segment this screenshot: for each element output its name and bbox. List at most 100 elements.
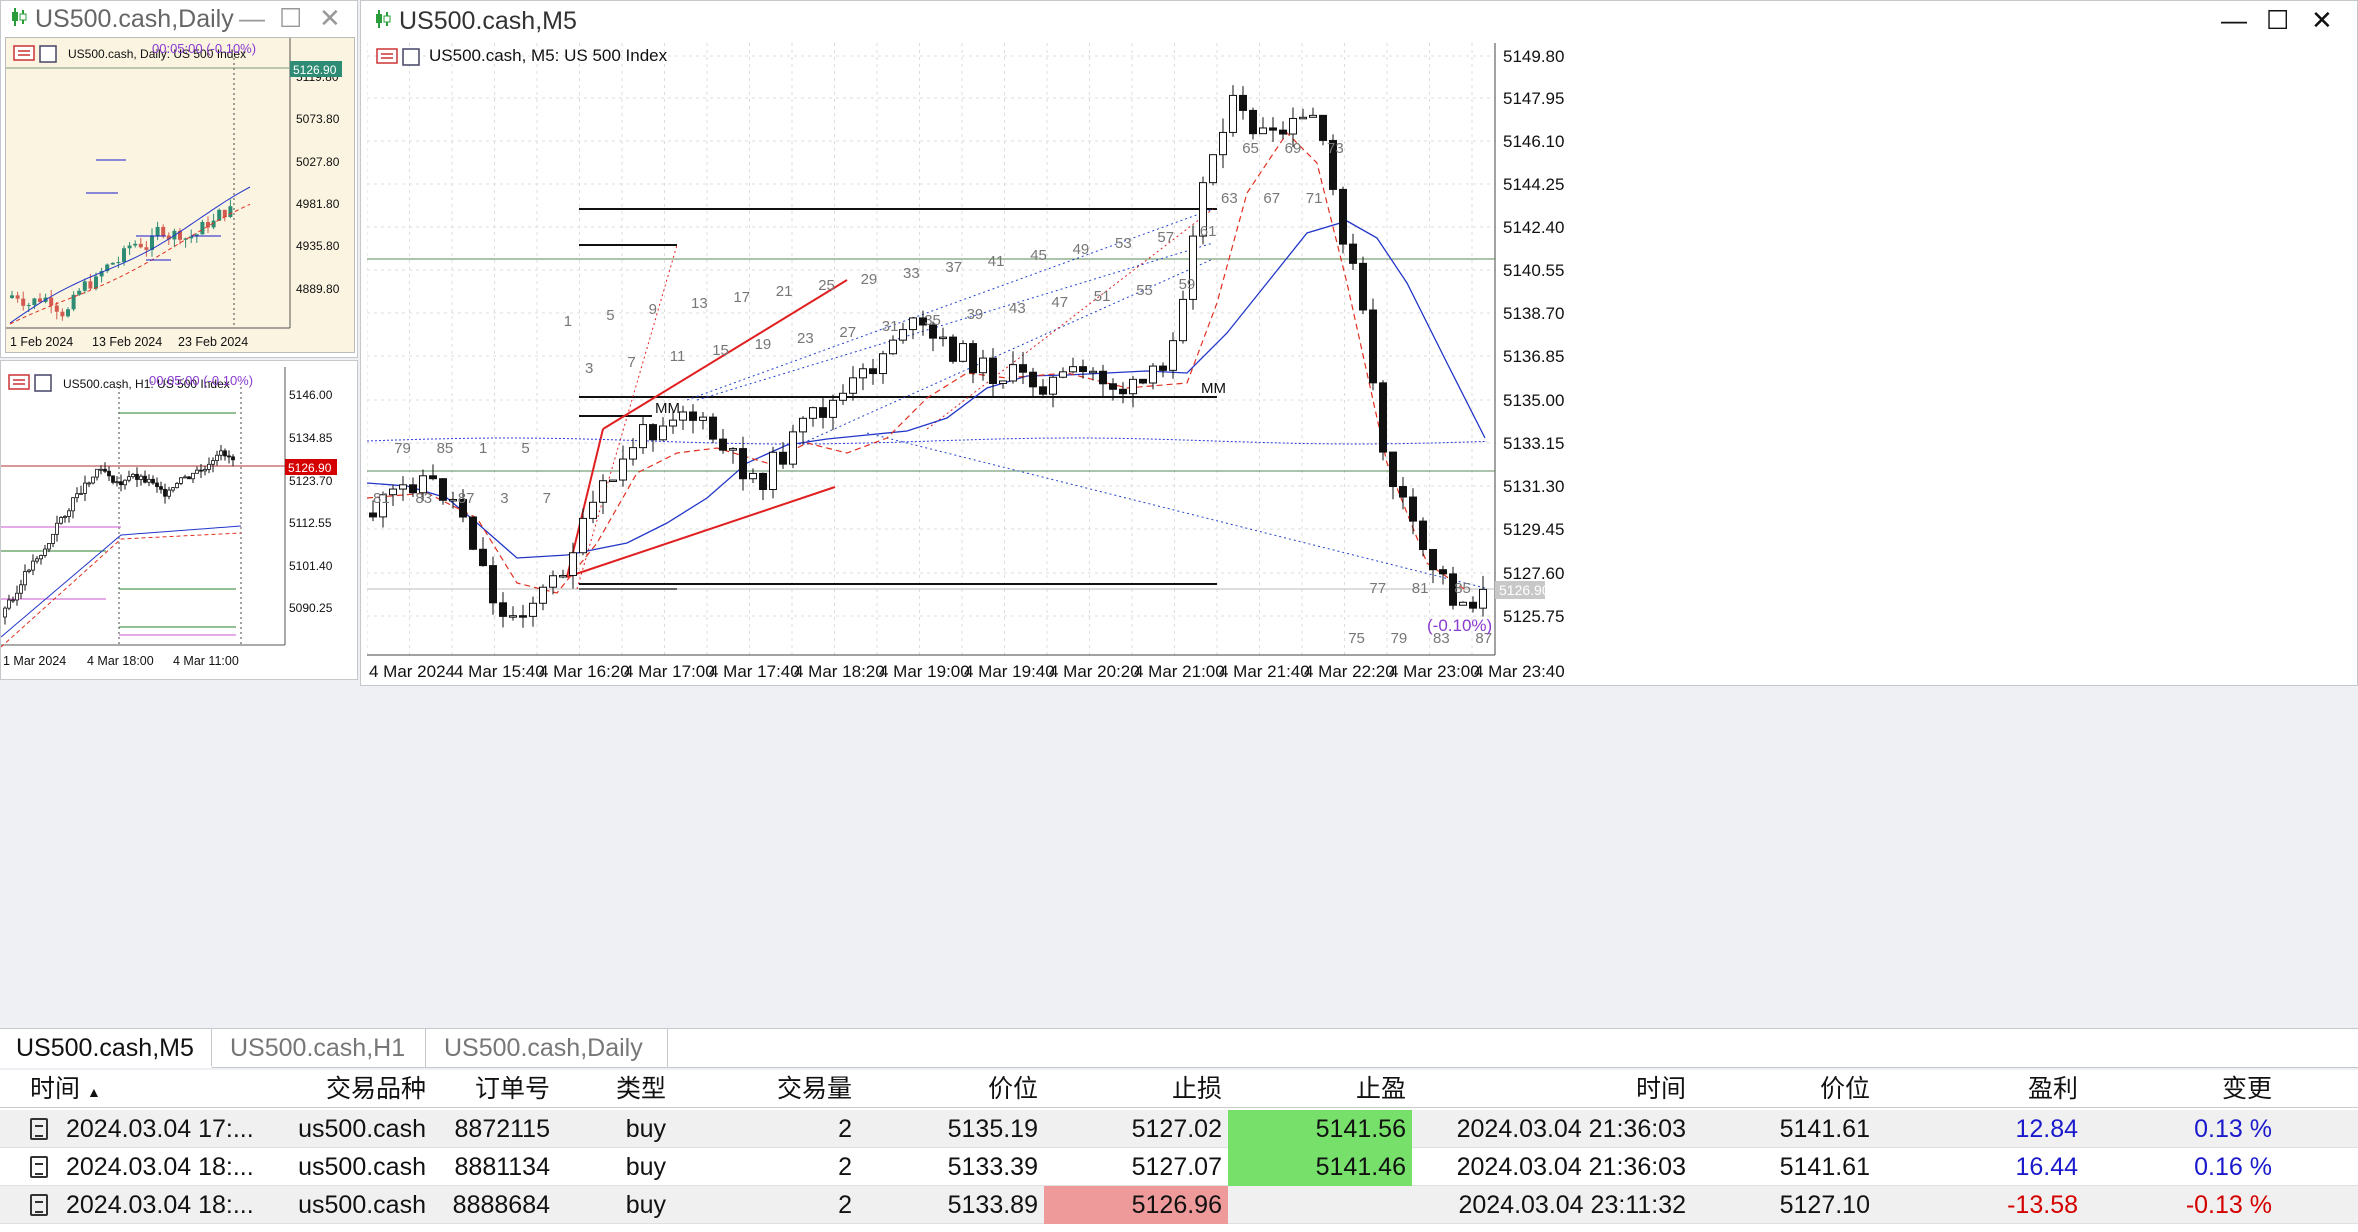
bar-number-label: 53 — [1115, 235, 1132, 252]
bar-number-label: 83 — [415, 490, 432, 507]
m5-candle — [549, 575, 557, 588]
timer-label: 00:05:00 (-0.10%) — [152, 41, 256, 56]
maximize-icon[interactable]: ☐ — [279, 3, 303, 33]
h1-candle — [99, 468, 103, 471]
bar-number-label: 41 — [988, 253, 1005, 270]
h1-candle — [111, 475, 115, 483]
tab-daily[interactable]: US500.cash,Daily — [428, 1029, 668, 1068]
m5-candle — [909, 317, 917, 331]
m5-chart-pane[interactable]: 5149.80 5147.95 5146.10 5144.25 5142.40 5140.… — [366, 43, 2353, 683]
daily-candle — [21, 298, 26, 306]
bar-number-label: 45 — [1030, 247, 1047, 264]
orders-table: ✕ 时间 ▲ 交易品种 订单号 类型 交易量 价位 止损 止盈 时间 价位 盈利… — [0, 1070, 2358, 1232]
y-tick-label: 5127.60 — [1503, 564, 1564, 583]
daily-chart-window[interactable]: US500.cash,Daily — ☐ ✕ 5119.805073.80502… — [0, 0, 358, 358]
cell-change: 0.13 % — [2194, 1115, 2272, 1143]
col-close-price[interactable]: 价位 — [1819, 1075, 1870, 1103]
minimize-icon[interactable]: — — [2221, 5, 2247, 35]
m5-candle — [479, 548, 487, 567]
price-marker — [290, 61, 342, 77]
col-symbol[interactable]: 交易品种 — [325, 1075, 426, 1103]
x-tick-label: 4 Mar 23:40 — [1474, 662, 1565, 681]
y-tick-label: 4889.80 — [296, 282, 340, 296]
m5-candle — [489, 565, 497, 604]
tab-m5[interactable]: US500.cash,M5 — [0, 1029, 212, 1068]
m5-candle — [1129, 378, 1137, 395]
h1-candle — [139, 475, 143, 480]
col-close-time[interactable]: 时间 — [1635, 1075, 1686, 1103]
cell-sl: 5126.96 — [1044, 1186, 1228, 1224]
m5-candle — [679, 411, 687, 421]
tab-h1[interactable]: US500.cash,H1 — [214, 1029, 426, 1068]
minimize-icon[interactable]: — — [239, 3, 265, 33]
daily-candle — [116, 262, 121, 264]
close-icon[interactable]: ✕ — [319, 3, 341, 33]
m5-candle — [1449, 573, 1457, 606]
m5-candle — [1139, 378, 1147, 384]
cell-close-price: 5141.61 — [1779, 1153, 1870, 1181]
h1-candle — [75, 493, 79, 499]
daily-chart[interactable]: 5119.805073.805027.804981.804935.804889.… — [6, 38, 356, 354]
col-change[interactable]: 变更 — [2221, 1075, 2272, 1103]
bar-number-label: 85 — [437, 440, 454, 457]
daily-candle — [194, 234, 199, 237]
m5-candle — [669, 419, 677, 427]
daily-chart-pane[interactable]: 5119.805073.805027.804981.804935.804889.… — [5, 37, 355, 353]
m5-candle — [399, 484, 407, 490]
h1-candle — [55, 522, 59, 535]
h1-candle — [7, 599, 11, 609]
m5-candle — [739, 448, 747, 480]
bar-number-label: 59 — [1179, 276, 1196, 293]
m5-chart[interactable]: 5149.80 5147.95 5146.10 5144.25 5142.40 5140.… — [366, 43, 2353, 683]
m5-window-titlebar[interactable]: US500.cash,M5 — ☐ ✕ — [361, 1, 2357, 41]
close-icon[interactable]: ✕ — [2311, 5, 2333, 35]
col-profit[interactable]: 盈利 — [2027, 1075, 2078, 1103]
col-order[interactable]: 订单号 — [474, 1075, 550, 1103]
daily-candle — [200, 221, 205, 235]
daily-candle — [127, 245, 132, 249]
daily-window-titlebar[interactable]: US500.cash,Daily — ☐ ✕ — [1, 1, 357, 37]
table-row[interactable]: 2024.03.04 17:... us500.cash 8872115 buy 2 51… — [0, 1110, 2358, 1148]
h1-chart[interactable]: 5146.00 5134.85 5123.70 5112.55 5101.40 5090.… — [0, 367, 357, 671]
m5-candle — [1149, 365, 1157, 384]
y-tick-label: 5146.00 — [289, 388, 333, 402]
h1-candle — [211, 460, 215, 465]
x-tick-label: 1 Mar 2024 — [3, 654, 66, 668]
maximize-icon[interactable]: ☐ — [2266, 5, 2290, 35]
daily-candle — [105, 264, 110, 272]
bar-number-label: 55 — [1136, 282, 1153, 299]
col-type[interactable]: 类型 — [615, 1075, 666, 1103]
m5-chart-window[interactable]: US500.cash,M5 — ☐ ✕ 5149.80 5147.95 5146.1… — [360, 0, 2358, 686]
y-tick-label: 4981.80 — [296, 197, 340, 211]
cell-order: 8888684 — [452, 1191, 550, 1219]
x-tick-label: 4 Mar 2024 — [369, 662, 455, 681]
col-tp[interactable]: 止盈 — [1355, 1075, 1406, 1103]
y-tick-label: 5146.10 — [1503, 132, 1564, 151]
col-price[interactable]: 价位 — [987, 1075, 1038, 1103]
m5-candle — [749, 472, 757, 480]
col-time[interactable]: 时间 ▲ — [24, 1070, 264, 1108]
daily-candle — [217, 209, 222, 221]
h1-candle — [191, 472, 195, 480]
bar-number-label: 21 — [776, 283, 793, 300]
h1-candle — [223, 450, 227, 457]
col-volume[interactable]: 交易量 — [776, 1075, 852, 1103]
h1-candle — [163, 488, 167, 497]
col-sl[interactable]: 止损 — [1171, 1075, 1222, 1103]
bar-number-label: 79 — [1391, 630, 1408, 647]
table-row[interactable]: 2024.03.04 18:... us500.cash 8888684 buy 2 51… — [0, 1186, 2358, 1224]
m5-candle — [1229, 94, 1237, 133]
m5-candle — [1439, 569, 1447, 575]
h1-candle — [43, 548, 47, 556]
bar-number-label: 61 — [1200, 223, 1217, 240]
daily-candle — [122, 248, 126, 263]
m5-candle — [459, 498, 467, 518]
daily-candle — [99, 271, 104, 277]
m5-candle — [609, 479, 617, 483]
h1-chart-pane[interactable]: 5146.00 5134.85 5123.70 5112.55 5101.40 5090.… — [0, 367, 357, 671]
table-row[interactable]: 2024.03.04 18:... us500.cash 8881134 buy 2 51… — [0, 1148, 2358, 1186]
h1-chart-window[interactable]: 5146.00 5134.85 5123.70 5112.55 5101.40 5090.… — [0, 360, 358, 680]
h1-candle — [199, 469, 203, 472]
y-tick-label: 5144.25 — [1503, 175, 1564, 194]
m5-candle — [1029, 371, 1037, 388]
